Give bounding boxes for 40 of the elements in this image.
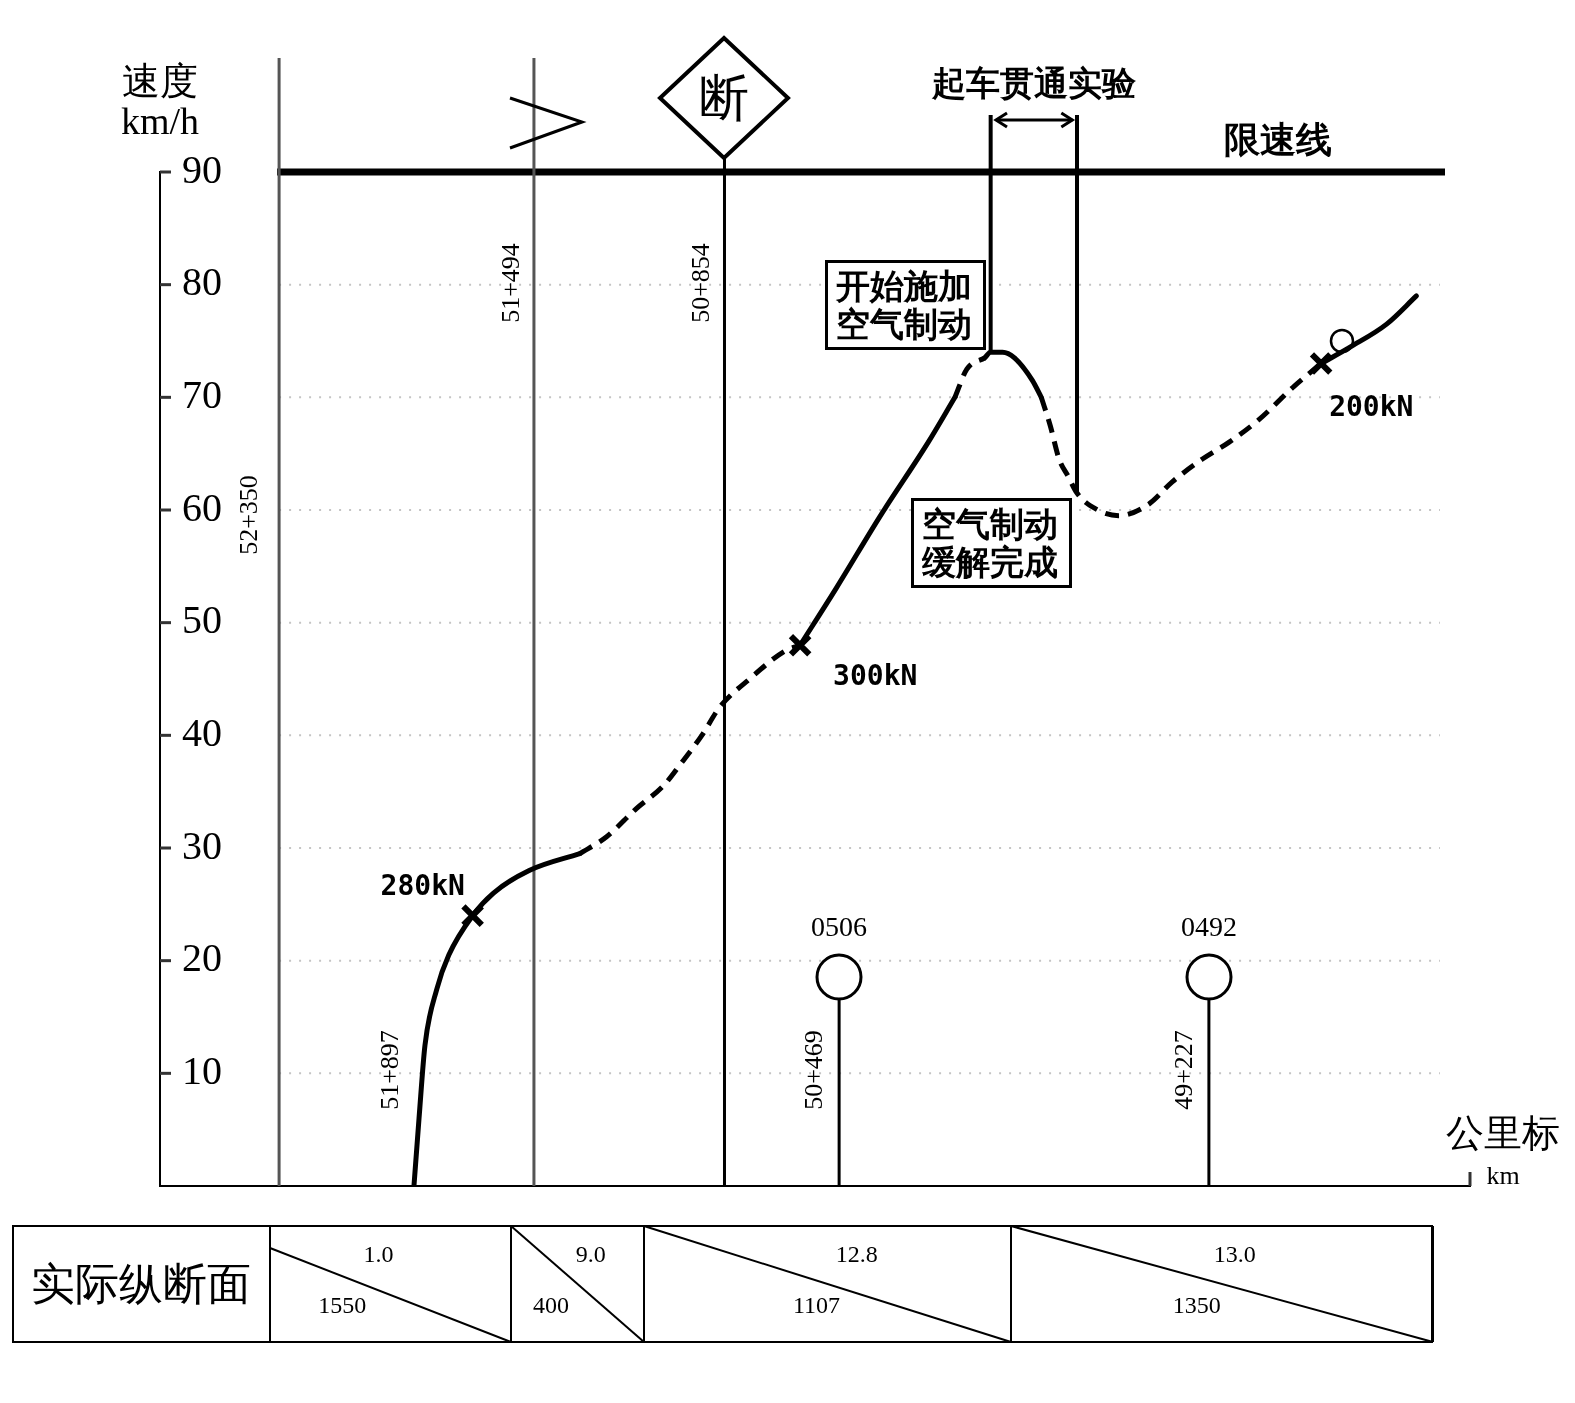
text: 实际纵断面 (31, 1258, 251, 1311)
point (1329, 328, 1355, 354)
text: 9.0 (575, 1240, 606, 1268)
text: 13.0 (1213, 1240, 1256, 1268)
x-axis-title: 公里标 km (1446, 1112, 1560, 1190)
y-tick-label: 50 (182, 597, 222, 643)
text: 400 (532, 1291, 569, 1319)
annotation: 51+897 (374, 1030, 405, 1110)
text: 起车贯通实验 (931, 63, 1136, 104)
annotation: 0506 (811, 911, 868, 943)
text: 1350 (1172, 1291, 1221, 1319)
ref-line-label: 50+469 (798, 1030, 829, 1110)
point (1308, 351, 1334, 376)
annotation: 280kN (380, 868, 465, 902)
ref-line-label: 52+350 (233, 475, 264, 555)
ref-line-label: 限速线 (1224, 117, 1332, 162)
ref-line-label: 51+494 (495, 243, 526, 323)
y-tick-label: 40 (182, 709, 222, 755)
y-tick-label: 20 (182, 935, 222, 981)
text: 1.0 (363, 1240, 394, 1268)
y-tick-label: 60 (182, 484, 222, 530)
annotation: 0492 (1180, 911, 1237, 943)
y-tick-label: 70 (182, 371, 222, 417)
text: 12.8 (835, 1240, 878, 1268)
annotation: 开始施加空气制动 (824, 260, 987, 351)
text: 1107 (792, 1291, 841, 1319)
y-tick-label: 80 (182, 259, 222, 305)
ref-line-label: 49+227 (1168, 1030, 1199, 1110)
y-tick-label: 10 (182, 1047, 222, 1093)
annotation: 200kN (1329, 389, 1414, 423)
y-axis-title: 速度 km/h (121, 60, 200, 142)
y-tick-label: 90 (182, 146, 222, 192)
annotation: 300kN (833, 659, 918, 693)
y-tick-label: 30 (182, 822, 222, 868)
text: 1550 (318, 1291, 367, 1319)
point (787, 633, 813, 658)
point (460, 903, 485, 928)
annotation: 空气制动缓解完成 (911, 498, 1073, 589)
annotation: 断 (699, 68, 750, 128)
annotation: 50+854 (686, 243, 717, 323)
